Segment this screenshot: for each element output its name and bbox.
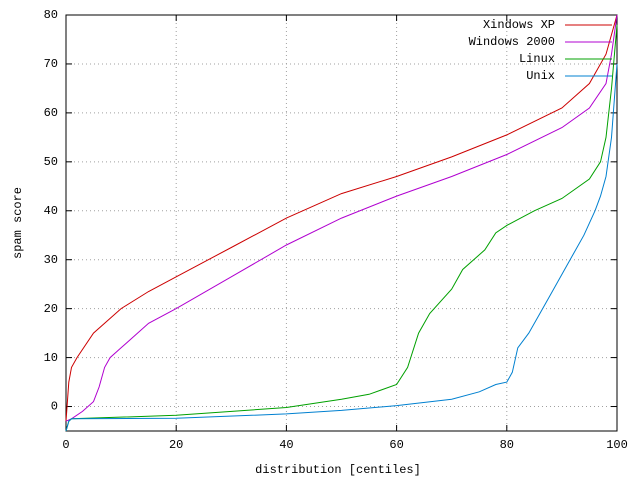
x-axis-label: distribution [centiles] xyxy=(255,463,421,477)
series-line xyxy=(65,63,618,432)
x-tick-label: 80 xyxy=(500,438,514,452)
series-line xyxy=(65,14,618,422)
legend-label: Linux xyxy=(519,52,555,66)
plot-border xyxy=(65,14,618,432)
x-tick-label: 0 xyxy=(62,438,69,452)
y-tick-label: 60 xyxy=(44,106,58,120)
series-line xyxy=(65,14,618,422)
y-tick-label: 20 xyxy=(44,302,58,316)
y-tick-label: 80 xyxy=(44,8,58,22)
y-tick-label: 10 xyxy=(44,351,58,365)
y-tick-label: 30 xyxy=(44,253,58,267)
y-tick-label: 40 xyxy=(44,204,58,218)
x-tick-label: 20 xyxy=(169,438,183,452)
legend-label: Xindows XP xyxy=(483,18,555,32)
series-line xyxy=(65,24,618,432)
x-tick-label: 60 xyxy=(389,438,403,452)
x-tick-label: 100 xyxy=(606,438,628,452)
y-axis-label: spam score xyxy=(11,187,25,259)
legend-label: Windows 2000 xyxy=(469,35,555,49)
legend-label: Unix xyxy=(526,69,555,83)
y-tick-label: 70 xyxy=(44,57,58,71)
x-tick-label: 40 xyxy=(279,438,293,452)
y-tick-label: 50 xyxy=(44,155,58,169)
y-tick-label: 0 xyxy=(51,400,58,414)
